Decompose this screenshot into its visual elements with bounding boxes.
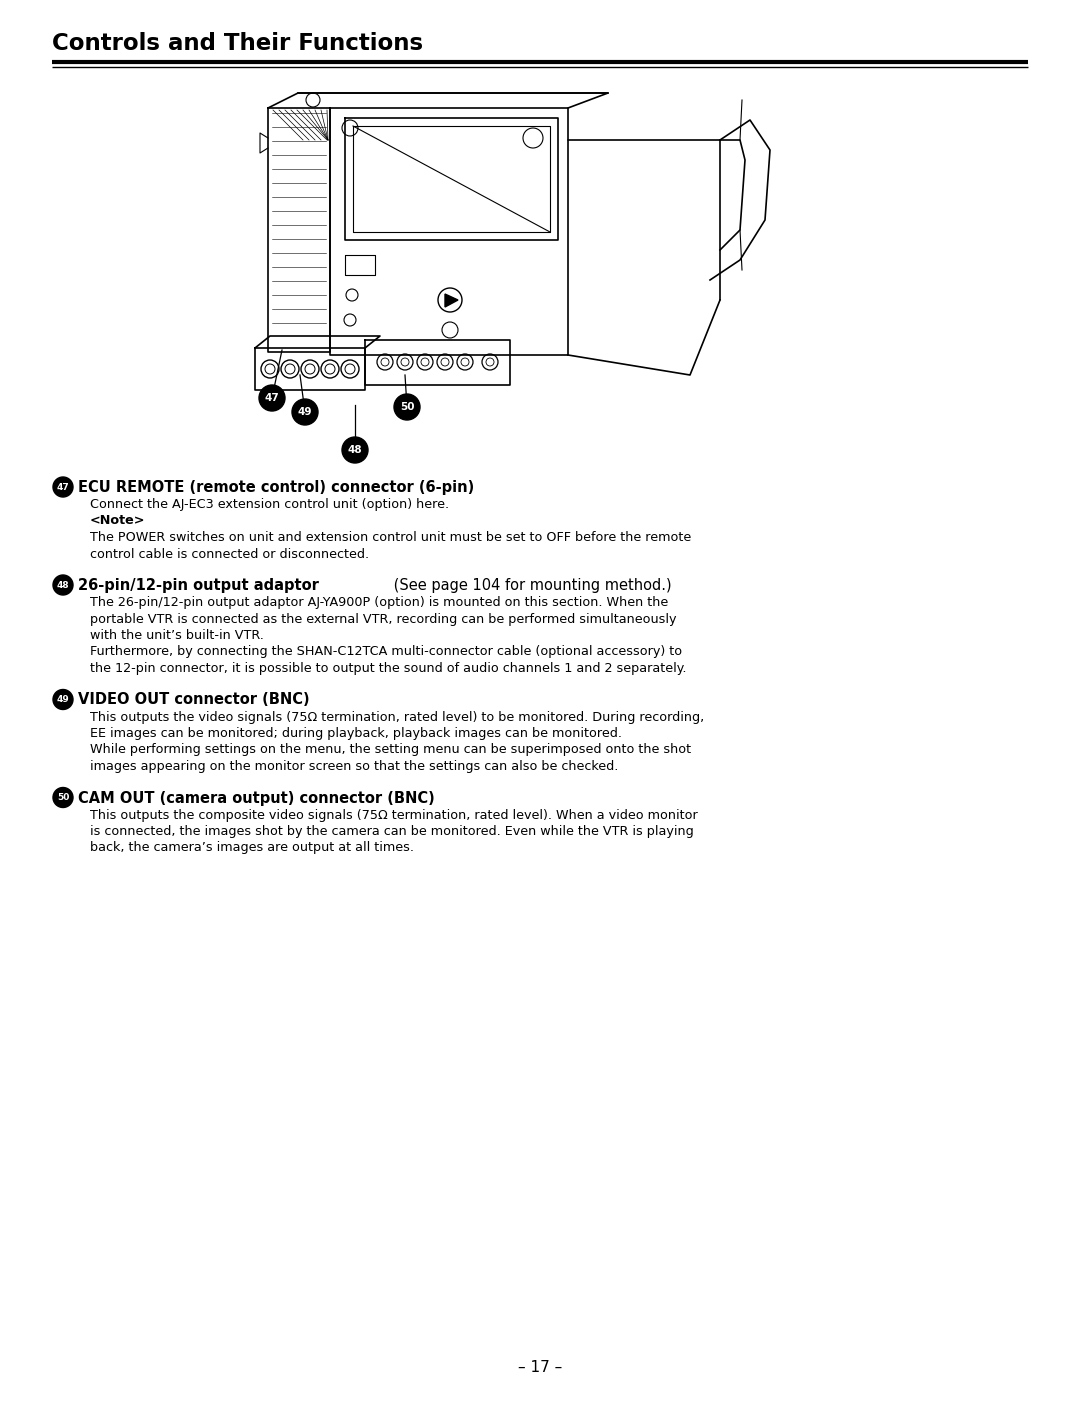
Circle shape bbox=[421, 359, 429, 366]
Text: (See page 104 for mounting method.): (See page 104 for mounting method.) bbox=[389, 579, 672, 593]
Circle shape bbox=[346, 289, 357, 301]
Circle shape bbox=[345, 364, 355, 374]
Circle shape bbox=[265, 364, 275, 374]
Circle shape bbox=[306, 92, 320, 106]
Circle shape bbox=[321, 360, 339, 378]
Circle shape bbox=[301, 360, 319, 378]
Text: Furthermore, by connecting the SHAN-C12TCA multi-connector cable (optional acces: Furthermore, by connecting the SHAN-C12T… bbox=[90, 646, 683, 658]
Text: 48: 48 bbox=[56, 580, 69, 590]
Text: The POWER switches on unit and extension control unit must be set to OFF before : The POWER switches on unit and extension… bbox=[90, 531, 691, 544]
Text: Controls and Their Functions: Controls and Their Functions bbox=[52, 32, 423, 55]
Text: 48: 48 bbox=[348, 446, 362, 455]
Circle shape bbox=[442, 322, 458, 338]
Text: – 17 –: – 17 – bbox=[518, 1360, 562, 1374]
Circle shape bbox=[53, 574, 73, 595]
Circle shape bbox=[53, 689, 73, 709]
Circle shape bbox=[461, 359, 469, 366]
Circle shape bbox=[261, 360, 279, 378]
Text: 47: 47 bbox=[56, 482, 69, 492]
Text: This outputs the video signals (75Ω termination, rated level) to be monitored. D: This outputs the video signals (75Ω term… bbox=[90, 710, 704, 723]
Text: CAM OUT (camera output) connector (BNC): CAM OUT (camera output) connector (BNC) bbox=[78, 790, 435, 806]
Circle shape bbox=[381, 359, 389, 366]
Circle shape bbox=[342, 120, 357, 136]
Circle shape bbox=[305, 364, 315, 374]
Circle shape bbox=[53, 476, 73, 497]
Text: 49: 49 bbox=[56, 695, 69, 703]
Text: the 12-pin connector, it is possible to output the sound of audio channels 1 and: the 12-pin connector, it is possible to … bbox=[90, 663, 687, 675]
Circle shape bbox=[394, 394, 420, 420]
Text: VIDEO OUT connector (BNC): VIDEO OUT connector (BNC) bbox=[78, 692, 310, 708]
Text: ECU REMOTE (remote control) connector (6-pin): ECU REMOTE (remote control) connector (6… bbox=[78, 481, 474, 495]
Text: EE images can be monitored; during playback, playback images can be monitored.: EE images can be monitored; during playb… bbox=[90, 727, 622, 740]
Circle shape bbox=[438, 289, 462, 312]
Circle shape bbox=[437, 354, 453, 370]
Circle shape bbox=[345, 314, 356, 326]
Circle shape bbox=[285, 364, 295, 374]
Circle shape bbox=[397, 354, 413, 370]
Circle shape bbox=[259, 385, 285, 410]
Text: back, the camera’s images are output at all times.: back, the camera’s images are output at … bbox=[90, 842, 414, 855]
Text: This outputs the composite video signals (75Ω termination, rated level). When a : This outputs the composite video signals… bbox=[90, 808, 698, 821]
Text: images appearing on the monitor screen so that the settings can also be checked.: images appearing on the monitor screen s… bbox=[90, 759, 619, 773]
Text: is connected, the images shot by the camera can be monitored. Even while the VTR: is connected, the images shot by the cam… bbox=[90, 825, 693, 838]
Text: control cable is connected or disconnected.: control cable is connected or disconnect… bbox=[90, 548, 369, 560]
Circle shape bbox=[401, 359, 409, 366]
Circle shape bbox=[377, 354, 393, 370]
Circle shape bbox=[417, 354, 433, 370]
Circle shape bbox=[486, 359, 494, 366]
Text: with the unit’s built-in VTR.: with the unit’s built-in VTR. bbox=[90, 629, 264, 642]
Text: 49: 49 bbox=[298, 408, 312, 417]
Text: Connect the AJ-EC3 extension control unit (option) here.: Connect the AJ-EC3 extension control uni… bbox=[90, 497, 449, 511]
Text: <Note>: <Note> bbox=[90, 514, 146, 528]
Circle shape bbox=[341, 360, 359, 378]
Text: 47: 47 bbox=[265, 394, 280, 403]
Text: 50: 50 bbox=[400, 402, 415, 412]
Text: 26-pin/12-pin output adaptor: 26-pin/12-pin output adaptor bbox=[78, 579, 319, 593]
Circle shape bbox=[457, 354, 473, 370]
Polygon shape bbox=[445, 294, 458, 307]
Circle shape bbox=[342, 437, 368, 462]
Text: 50: 50 bbox=[57, 793, 69, 801]
Text: portable VTR is connected as the external VTR, recording can be performed simult: portable VTR is connected as the externa… bbox=[90, 612, 676, 625]
Circle shape bbox=[441, 359, 449, 366]
Text: The 26-pin/12-pin output adaptor AJ-YA900P (option) is mounted on this section. : The 26-pin/12-pin output adaptor AJ-YA90… bbox=[90, 595, 669, 609]
Circle shape bbox=[482, 354, 498, 370]
Circle shape bbox=[292, 399, 318, 425]
Text: While performing settings on the menu, the setting menu can be superimposed onto: While performing settings on the menu, t… bbox=[90, 744, 691, 757]
Circle shape bbox=[325, 364, 335, 374]
Circle shape bbox=[523, 127, 543, 149]
Circle shape bbox=[53, 787, 73, 807]
Circle shape bbox=[281, 360, 299, 378]
